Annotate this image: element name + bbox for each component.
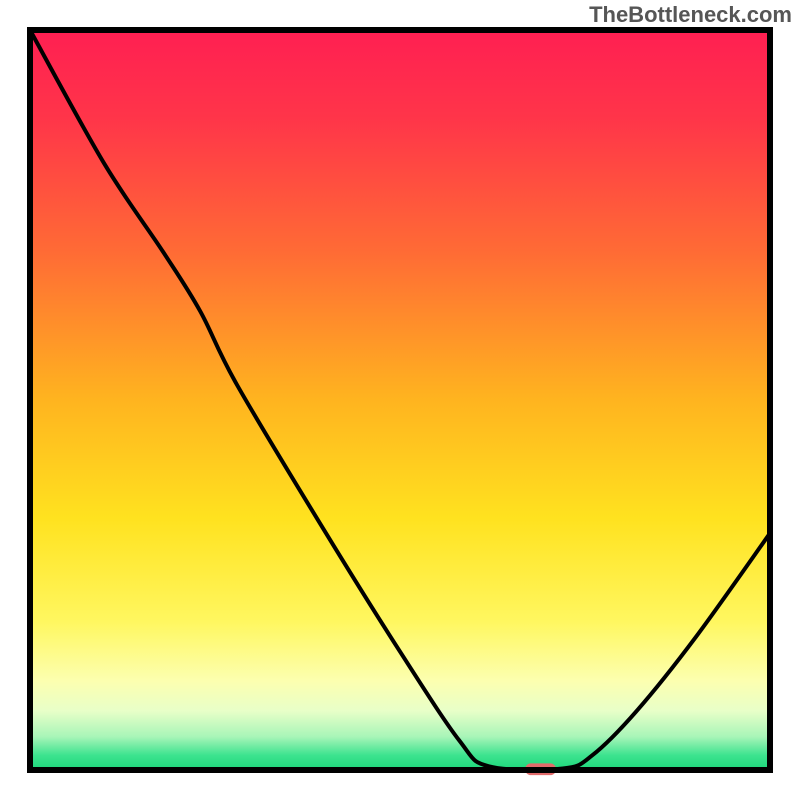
watermark-text: TheBottleneck.com <box>589 2 792 28</box>
chart-container: TheBottleneck.com <box>0 0 800 800</box>
bottleneck-chart <box>0 0 800 800</box>
plot-background <box>30 30 770 770</box>
